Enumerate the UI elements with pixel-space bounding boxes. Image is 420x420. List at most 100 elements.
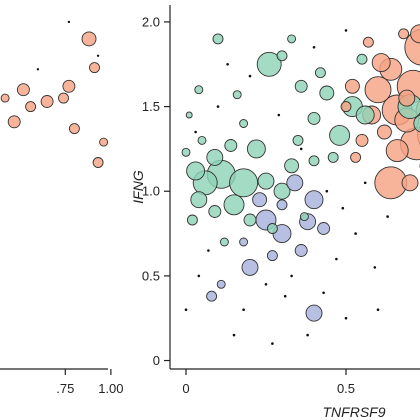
right-point-black-3-12 xyxy=(322,291,325,295)
right-point-green-1-8 xyxy=(257,172,275,190)
right-point-blue-2-8 xyxy=(294,244,308,257)
right-point-orange-0-11 xyxy=(371,53,391,73)
right-point-blue-2-9 xyxy=(266,250,278,262)
right-points-layer xyxy=(181,24,420,345)
right-point-green-1-3 xyxy=(223,194,245,216)
left-point-orange-0-0 xyxy=(81,31,97,47)
left-scatter-panel: .75 1.00 xyxy=(0,20,124,396)
right-point-green-1-31 xyxy=(194,85,204,95)
y-axis-title: IFNG xyxy=(130,170,146,204)
left-point-orange-0-5 xyxy=(40,95,54,108)
right-point-black-3-1 xyxy=(194,130,197,134)
right-point-black-3-5 xyxy=(264,283,268,286)
right-point-blue-2-10 xyxy=(305,304,323,322)
left-point-orange-0-10 xyxy=(25,101,37,113)
left-point-orange-0-9 xyxy=(7,115,21,129)
right-point-blue-2-13 xyxy=(276,199,288,211)
right-point-green-1-28 xyxy=(294,79,308,93)
right-point-black-3-15 xyxy=(363,181,367,185)
right-point-black-3-19 xyxy=(312,46,316,49)
right-point-green-1-29 xyxy=(276,50,288,62)
left-x-tick-label-1: 1.00 xyxy=(98,381,123,396)
right-point-green-1-2 xyxy=(229,168,259,198)
right-point-orange-0-13 xyxy=(385,139,409,163)
right-point-green-1-7 xyxy=(246,139,266,159)
left-point-black-1-1 xyxy=(67,20,71,24)
right-point-orange-0-20 xyxy=(344,78,360,94)
right-y-tick-label-4: 2.0 xyxy=(142,14,160,29)
right-y-tick-label-2: 1.0 xyxy=(142,184,160,199)
right-point-black-3-27 xyxy=(306,333,309,337)
left-point-orange-0-3 xyxy=(58,92,69,104)
left-point-orange-0-1 xyxy=(89,62,100,74)
right-point-green-1-15 xyxy=(224,139,238,152)
left-point-orange-0-11 xyxy=(0,93,10,103)
right-point-black-3-11 xyxy=(335,257,338,261)
right-point-green-1-19 xyxy=(181,147,191,157)
right-point-black-3-20 xyxy=(344,29,348,32)
left-x-tick-label-0: .75 xyxy=(56,381,74,396)
right-point-black-3-26 xyxy=(232,333,236,337)
right-point-green-1-20 xyxy=(256,51,282,77)
left-point-orange-0-6 xyxy=(68,123,80,135)
right-x-ticks: 0 0.5 xyxy=(182,369,355,396)
right-point-green-1-35 xyxy=(327,151,339,163)
right-point-green-1-10 xyxy=(284,158,300,174)
right-point-blue-2-5 xyxy=(252,192,268,208)
left-point-black-1-2 xyxy=(36,68,40,71)
right-point-green-1-17 xyxy=(308,155,320,167)
right-point-green-1-32 xyxy=(314,67,326,79)
right-point-black-3-3 xyxy=(197,274,201,278)
right-point-black-3-18 xyxy=(277,113,281,117)
right-point-orange-0-8 xyxy=(364,76,392,104)
left-point-orange-0-4 xyxy=(16,83,30,97)
left-point-orange-0-8 xyxy=(99,137,109,147)
right-point-black-3-16 xyxy=(373,266,377,269)
right-point-black-3-22 xyxy=(184,308,188,312)
right-point-green-1-13 xyxy=(186,214,198,226)
right-point-black-3-10 xyxy=(341,206,345,210)
right-point-black-3-21 xyxy=(226,63,229,66)
right-point-black-3-8 xyxy=(299,147,303,151)
right-point-orange-0-19 xyxy=(355,133,369,147)
right-point-green-1-25 xyxy=(413,114,420,133)
right-point-black-3-4 xyxy=(242,308,245,312)
x-axis-title: TNFRSF9 xyxy=(323,404,386,420)
right-point-green-1-12 xyxy=(208,205,222,218)
right-point-green-1-11 xyxy=(243,213,257,227)
right-point-green-1-40 xyxy=(185,111,193,119)
right-point-black-3-25 xyxy=(376,308,380,312)
right-point-orange-0-23 xyxy=(376,124,392,140)
right-point-black-3-13 xyxy=(344,316,348,320)
right-point-black-3-14 xyxy=(354,232,357,235)
right-point-blue-2-4 xyxy=(286,174,304,192)
right-point-green-1-18 xyxy=(197,135,207,145)
right-point-green-1-4 xyxy=(190,191,208,209)
right-point-black-3-24 xyxy=(386,215,389,218)
right-point-black-3-23 xyxy=(271,342,274,345)
right-point-orange-0-29 xyxy=(340,101,352,113)
left-point-orange-0-7 xyxy=(92,157,104,168)
right-point-blue-2-11 xyxy=(206,290,218,302)
right-point-green-1-6 xyxy=(206,148,224,166)
right-point-orange-0-28 xyxy=(350,151,362,163)
right-point-black-3-7 xyxy=(290,274,293,278)
right-point-green-1-23 xyxy=(355,105,375,125)
right-point-black-3-2 xyxy=(207,249,210,252)
left-point-orange-0-2 xyxy=(62,79,76,93)
right-point-green-1-5 xyxy=(186,161,206,181)
right-point-green-1-36 xyxy=(219,237,229,247)
right-point-green-1-16 xyxy=(292,134,304,146)
right-point-green-1-39 xyxy=(356,53,368,65)
right-point-green-1-21 xyxy=(329,124,351,146)
right-point-black-3-9 xyxy=(325,189,329,193)
right-point-orange-0-18 xyxy=(401,174,419,192)
right-scatter-panel: 00.51.01.52.0 0 0.5 IFNG TNFRSF9 xyxy=(130,5,420,420)
right-point-green-1-30 xyxy=(212,33,224,45)
right-point-orange-0-24 xyxy=(362,36,374,48)
right-y-tick-label-3: 1.5 xyxy=(142,99,160,114)
left-x-ticks: .75 1.00 xyxy=(56,369,124,396)
right-point-black-3-6 xyxy=(283,294,287,298)
